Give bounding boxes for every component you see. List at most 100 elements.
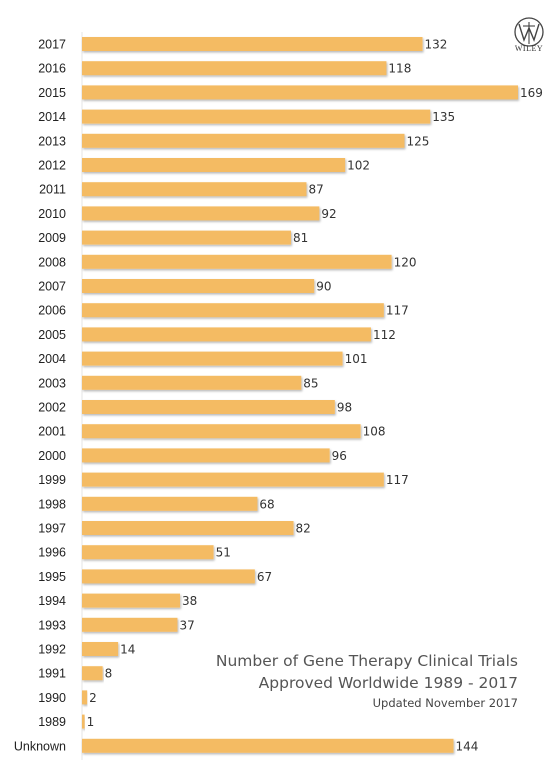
category-label: 2009 — [38, 231, 66, 245]
category-label: Unknown — [14, 739, 66, 753]
value-label: 102 — [347, 159, 370, 173]
value-label: 120 — [394, 255, 417, 269]
chart-title-block: Number of Gene Therapy Clinical Trials A… — [216, 650, 518, 712]
bar — [82, 738, 454, 753]
bar — [82, 569, 255, 584]
bar — [82, 351, 343, 366]
value-label: 108 — [363, 425, 386, 439]
category-label: 1990 — [38, 691, 66, 705]
value-label: 169 — [520, 86, 543, 100]
category-label: 2015 — [38, 86, 66, 100]
chart-title-line-1: Number of Gene Therapy Clinical Trials — [215, 652, 518, 670]
category-label: 1989 — [38, 715, 66, 729]
value-label: 98 — [337, 401, 352, 415]
category-label: 2017 — [38, 38, 66, 52]
value-label: 67 — [257, 570, 272, 584]
bar — [82, 254, 392, 269]
value-label: 118 — [388, 62, 411, 76]
bar — [82, 303, 384, 318]
value-label: 37 — [179, 618, 194, 632]
bar — [82, 472, 384, 487]
value-label: 68 — [259, 497, 274, 511]
category-label: 1994 — [38, 594, 66, 608]
category-label: 1992 — [38, 643, 66, 657]
value-label: 135 — [432, 110, 455, 124]
value-label: 87 — [308, 183, 323, 197]
value-label: 96 — [332, 449, 347, 463]
category-label: 2013 — [38, 134, 66, 148]
category-label: 1993 — [38, 618, 66, 632]
category-label: 2005 — [38, 328, 66, 342]
category-label: 1998 — [38, 497, 66, 511]
bar — [82, 545, 214, 560]
value-label: 92 — [321, 207, 336, 221]
value-label: 144 — [456, 739, 479, 753]
bar — [82, 37, 423, 51]
category-label: 2006 — [38, 304, 66, 318]
category-label: 2000 — [38, 449, 66, 463]
value-label: 85 — [303, 376, 318, 390]
bar — [82, 109, 431, 124]
value-label: 1 — [87, 715, 95, 729]
bar — [82, 279, 315, 293]
bar — [82, 400, 335, 414]
category-label: 2003 — [38, 376, 66, 390]
bar — [82, 424, 361, 439]
bar — [82, 133, 405, 148]
chart-subtitle: Updated November 2017 — [372, 696, 518, 710]
category-label: 1995 — [38, 570, 66, 584]
category-label: 2014 — [38, 110, 66, 124]
wiley-logo-icon — [514, 17, 544, 47]
category-label: 2007 — [38, 280, 66, 294]
category-label: 2008 — [38, 255, 66, 269]
category-label: 2012 — [38, 159, 66, 173]
bar — [82, 496, 258, 511]
category-label: 2004 — [38, 352, 66, 366]
value-label: 14 — [120, 643, 135, 657]
bar — [82, 85, 518, 100]
category-label: 1996 — [38, 546, 66, 560]
bar — [82, 206, 320, 221]
value-label: 38 — [182, 594, 197, 608]
chart-title-line-2: Approved Worldwide 1989 - 2017 — [258, 674, 518, 692]
category-label: 2002 — [38, 401, 66, 415]
bar — [82, 375, 302, 390]
category-label: 1997 — [38, 522, 66, 536]
value-label: 112 — [373, 328, 396, 342]
bar — [82, 448, 330, 463]
bars — [82, 37, 518, 753]
category-labels: 2017 2016 2015 2014 2013 2012 2011 2010 2009 2008… — [14, 38, 66, 754]
category-label: 1991 — [38, 667, 66, 681]
bar — [82, 666, 103, 681]
value-label: 8 — [105, 667, 113, 681]
category-label: 2010 — [38, 207, 66, 221]
logo-wordmark: WILEY — [514, 44, 544, 53]
value-labels: 1321181691351251028792811209011711210185… — [87, 38, 543, 754]
bar — [82, 617, 178, 632]
bar — [82, 642, 119, 656]
category-label: 2011 — [39, 183, 66, 197]
category-label: 1999 — [38, 473, 66, 487]
value-label: 132 — [425, 38, 448, 52]
value-label: 82 — [296, 522, 311, 536]
bar — [82, 327, 371, 342]
bar — [82, 61, 387, 76]
value-label: 90 — [316, 280, 331, 294]
value-label: 117 — [386, 304, 409, 318]
category-label: 2001 — [38, 425, 66, 439]
bar — [82, 158, 346, 172]
value-label: 117 — [386, 473, 409, 487]
value-label: 2 — [89, 691, 97, 705]
value-label: 51 — [216, 546, 231, 560]
value-label: 125 — [406, 134, 429, 148]
bar — [82, 230, 291, 245]
bar — [82, 593, 181, 608]
bar — [82, 521, 294, 535]
value-label: 81 — [293, 231, 308, 245]
bar — [82, 714, 85, 729]
value-label: 101 — [345, 352, 368, 366]
category-label: 2016 — [38, 62, 66, 76]
bar — [82, 182, 307, 197]
